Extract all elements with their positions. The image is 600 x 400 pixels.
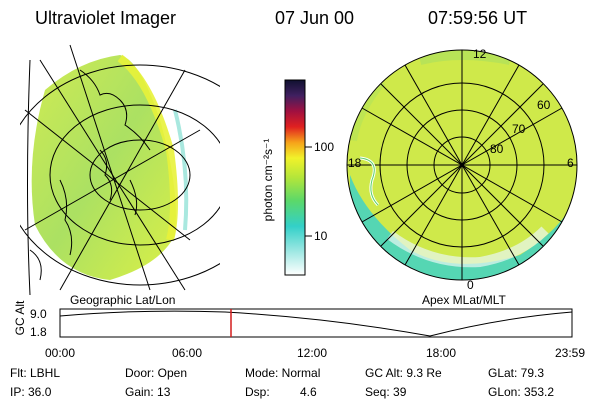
timeline-xtick-1200: 12:00 <box>297 346 328 360</box>
dsp-value: 4.6 <box>300 385 317 399</box>
mlt-label-6: 6 <box>567 156 574 170</box>
gain-info: Gain: 13 <box>125 385 171 399</box>
gcalt-info: GC Alt: 9.3 Re <box>365 366 442 380</box>
glat-info: GLat: 79.3 <box>488 366 545 380</box>
timeline-xtick-0000: 00:00 <box>45 346 76 360</box>
timeline-xtick-2359: 23:59 <box>555 346 586 360</box>
mode-info: Mode: Normal <box>245 366 321 380</box>
instrument-title: Ultraviolet Imager <box>35 8 177 28</box>
timeline-ytick-high: 9.0 <box>30 307 47 321</box>
lat-label-70: 70 <box>512 122 526 136</box>
lat-label-80: 80 <box>490 142 504 156</box>
lat-label-60: 60 <box>537 98 551 112</box>
mlt-label-0: 0 <box>467 278 474 292</box>
colorbar-tick-10: 10 <box>314 229 328 243</box>
dsp-info: Dsp: <box>245 385 270 399</box>
date-label: 07 Jun 00 <box>275 8 355 28</box>
flt-info: Flt: LBHL <box>10 366 61 380</box>
mlt-label-18: 18 <box>348 156 362 170</box>
colorbar-tick-100: 100 <box>314 140 335 154</box>
aurora-arc-left <box>117 54 178 242</box>
seq-info: Seq: 39 <box>365 385 407 399</box>
timeline-xtick-0600: 06:00 <box>172 346 203 360</box>
glon-info: GLon: 353.2 <box>488 385 555 399</box>
time-label: 07:59:56 UT <box>428 8 528 28</box>
altitude-curve <box>59 310 573 337</box>
ip-info: IP: 36.0 <box>10 385 52 399</box>
mlt-label-12: 12 <box>473 47 487 61</box>
timeline-xtick-1800: 18:00 <box>426 346 457 360</box>
left-panel-label: Geographic Lat/Lon <box>70 293 176 307</box>
door-info: Door: Open <box>125 366 188 380</box>
aurora-oval <box>350 175 575 280</box>
right-panel-label: Apex MLat/MLT <box>422 293 506 307</box>
timeline-ytick-low: 1.8 <box>30 325 47 339</box>
